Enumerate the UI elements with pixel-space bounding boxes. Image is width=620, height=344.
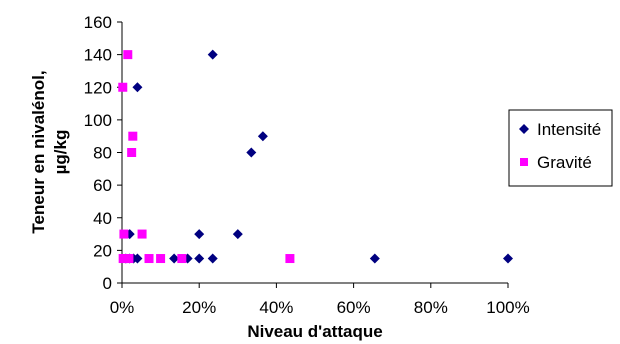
y-tick-label: 160 (84, 13, 112, 32)
plot-area: 0 20 40 60 80 100 120 140 160 0% 20% 40% 60% 80% 100% (84, 13, 530, 317)
y-tick-label: 60 (93, 176, 112, 195)
point-intensite (132, 82, 143, 93)
data-points (118, 49, 513, 264)
y-tick-label: 100 (84, 111, 112, 130)
point-gravite (177, 254, 187, 264)
point-gravite (156, 254, 166, 264)
y-tick-label: 40 (93, 209, 112, 228)
point-intensite (207, 253, 218, 264)
x-tick-label: 80% (414, 298, 448, 317)
y-tick-label: 20 (93, 241, 112, 260)
point-gravite (144, 254, 154, 264)
y-tick-label: 120 (84, 78, 112, 97)
point-intensite (503, 253, 513, 264)
point-gravite (127, 148, 137, 157)
point-gravite (119, 229, 129, 239)
legend-label-intensite: Intensité (537, 120, 601, 139)
y-tick-label: 0 (103, 274, 112, 293)
x-axis-title: Niveau d'attaque (247, 322, 382, 341)
point-intensite (257, 131, 268, 142)
point-intensite (194, 229, 205, 240)
point-intensite (194, 253, 205, 264)
point-intensite (207, 49, 218, 60)
legend: Intensité Gravité (508, 109, 613, 187)
point-gravite (285, 254, 295, 264)
point-gravite (137, 229, 147, 239)
point-intensite (246, 147, 257, 158)
y-axis-title: Teneur en nivalénol, µg/kg (29, 70, 70, 233)
y-tick-label: 80 (93, 144, 112, 163)
y-axis-title-line-1: Teneur en nivalénol, (29, 70, 48, 233)
legend-label-gravite: Gravité (537, 153, 592, 172)
point-gravite (124, 254, 134, 264)
point-gravite (123, 50, 133, 60)
x-axis-ticks: 0% 20% 40% 60% 80% 100% (110, 283, 530, 317)
point-intensite (232, 229, 243, 240)
x-tick-label: 40% (259, 298, 293, 317)
x-tick-label: 0% (110, 298, 135, 317)
point-gravite (118, 82, 128, 92)
y-axis-title-line-2: µg/kg (51, 130, 70, 175)
point-intensite (169, 253, 180, 264)
x-tick-label: 100% (486, 298, 529, 317)
legend-item-intensite: Intensité (519, 120, 601, 139)
y-axis-ticks: 0 20 40 60 80 100 120 140 160 (84, 13, 122, 293)
x-tick-label: 60% (337, 298, 371, 317)
legend-marker-intensite (519, 124, 529, 134)
point-intensite (369, 253, 380, 264)
legend-marker-gravite (520, 158, 528, 166)
point-gravite (128, 131, 138, 141)
legend-item-gravite: Gravité (520, 153, 592, 172)
legend-box (508, 109, 613, 187)
point-intensite (132, 253, 143, 264)
y-tick-label: 140 (84, 46, 112, 65)
x-tick-label: 20% (182, 298, 216, 317)
